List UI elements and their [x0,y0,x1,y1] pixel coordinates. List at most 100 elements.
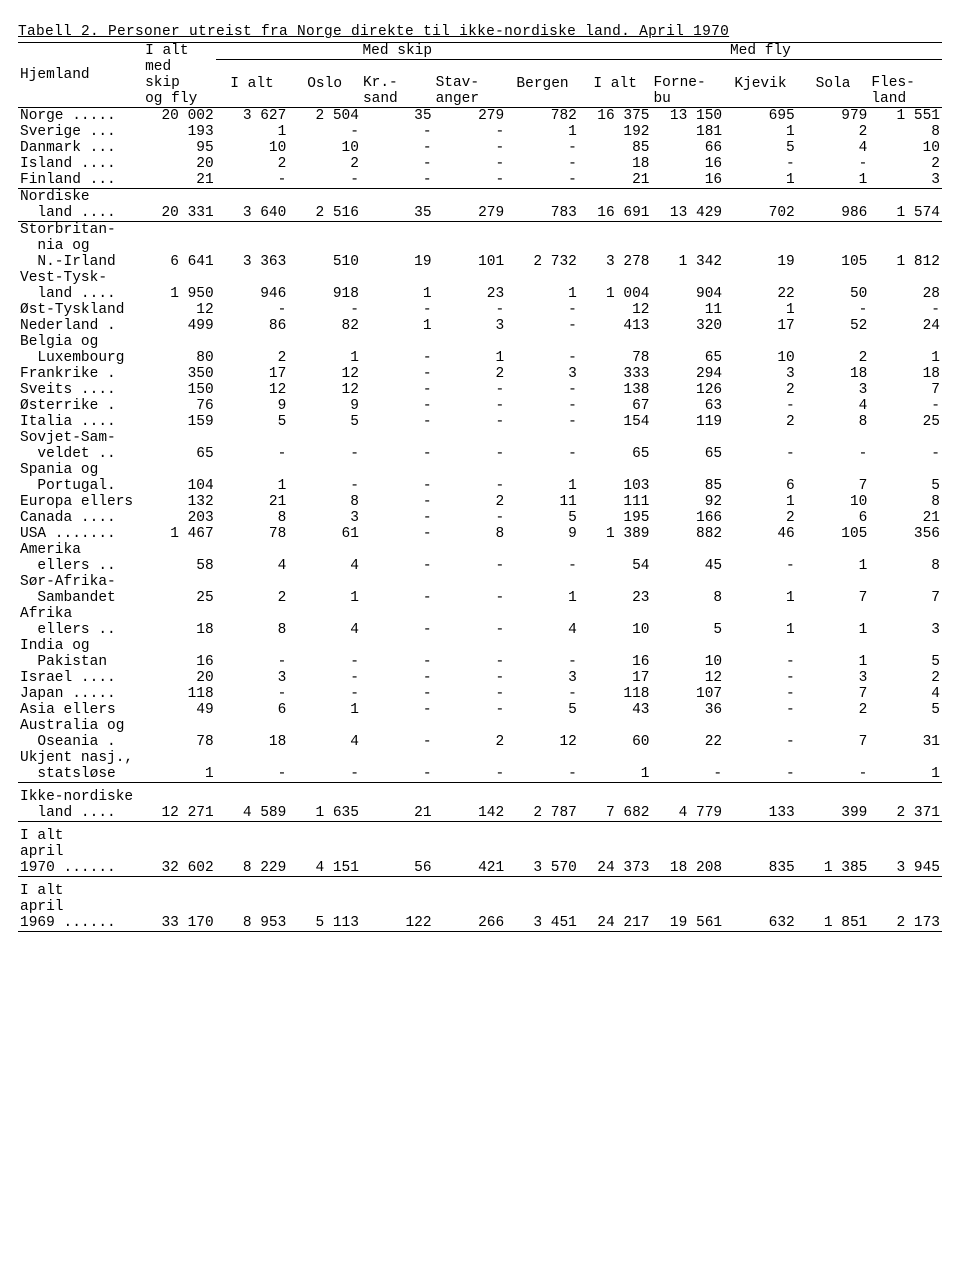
cell: 1 [506,478,579,494]
cell: 8 953 [216,915,289,932]
row-label: 1970 ...... [18,860,143,877]
cell: 8 [434,526,507,542]
cell: 82 [288,318,361,334]
cell: 279 [434,108,507,125]
cell: 7 [797,478,870,494]
table-row: I alt [18,828,942,844]
table-body: Norge .....20 0023 6272 5043527978216 37… [18,108,942,932]
cell: 142 [434,805,507,822]
cell: 111 [579,494,652,510]
cell: 10 [724,350,797,366]
cell: - [361,654,434,670]
cell: 16 [651,156,724,172]
cell: 2 [797,702,870,718]
cell: 138 [579,382,652,398]
row-label: Sovjet-Sam- [18,430,143,446]
cell: 16 [143,654,216,670]
table-row: ellers ..5844---5445-18 [18,558,942,574]
col-skip-stav: Stav- anger [434,60,507,108]
cell: 3 [869,622,942,638]
table-row: Sambandet2521--1238177 [18,590,942,606]
cell: 118 [143,686,216,702]
cell: 1 [724,494,797,510]
cell: 695 [724,108,797,125]
cell: 49 [143,702,216,718]
col-skip-ialt: I alt [216,60,289,108]
cell: 1 [724,172,797,189]
row-label: Ikke-nordiske [18,789,143,805]
cell: 632 [724,915,797,932]
cell: 2 [216,156,289,172]
table-row: Sverige ...1931---1192181128 [18,124,942,140]
cell: 78 [216,526,289,542]
table-row: veldet ..65-----6565--- [18,446,942,462]
cell: - [797,446,870,462]
cell: - [434,622,507,638]
cell: 20 331 [143,205,216,222]
table-row: nia og [18,238,942,254]
cell: 21 [579,172,652,189]
cell: 105 [797,526,870,542]
cell: 4 589 [216,805,289,822]
cell: 1 [797,622,870,638]
cell: 3 [869,172,942,189]
col-fly-flesland: Fles- land [869,60,942,108]
cell: 1 467 [143,526,216,542]
row-label: Sveits .... [18,382,143,398]
cell: - [216,446,289,462]
cell: - [288,302,361,318]
row-label: USA ....... [18,526,143,542]
cell: 24 [869,318,942,334]
cell: 12 [288,382,361,398]
cell: 3 [506,670,579,686]
row-label: N.-Irland [18,254,143,270]
cell: - [361,702,434,718]
cell: 2 173 [869,915,942,932]
cell: 20 [143,156,216,172]
cell: 1 [288,590,361,606]
table-row: Finland ...21-----2116113 [18,172,942,189]
row-label: Ukjent nasj., [18,750,143,766]
cell: 10 [579,622,652,638]
cell: - [651,766,724,783]
table-row: statsløse1-----1---1 [18,766,942,783]
table-row: Sør-Afrika- [18,574,942,590]
group-med-skip: Med skip [216,43,579,60]
row-label: Afrika [18,606,143,622]
cell: 1 [216,478,289,494]
cell: 7 [797,590,870,606]
cell: - [434,140,507,156]
cell: - [288,478,361,494]
cell: - [506,398,579,414]
cell: 22 [651,734,724,750]
row-label: Canada .... [18,510,143,526]
table-row: 1970 ......32 6028 2294 151564213 57024 … [18,860,942,877]
cell: 2 [434,734,507,750]
cell: 2 [869,156,942,172]
row-label: Vest-Tysk- [18,270,143,286]
col-ialt-total: I alt med skip og fly [143,43,216,108]
row-label: veldet .. [18,446,143,462]
row-label: land .... [18,286,143,302]
cell: 8 [651,590,724,606]
cell: 835 [724,860,797,877]
cell: 76 [143,398,216,414]
cell: 12 [143,302,216,318]
row-label: land .... [18,205,143,222]
row-label: Portugal. [18,478,143,494]
cell: 21 [216,494,289,510]
cell: 5 [288,414,361,430]
cell: - [434,510,507,526]
row-label: Østerrike . [18,398,143,414]
cell: 25 [143,590,216,606]
cell: 4 779 [651,805,724,822]
table-row: ellers ..1884--4105113 [18,622,942,638]
cell: 356 [869,526,942,542]
cell: 8 [216,622,289,638]
cell: 702 [724,205,797,222]
table-row: Israel ....203---31712-32 [18,670,942,686]
table-row: april [18,899,942,915]
row-label: Finland ... [18,172,143,189]
cell: 3 278 [579,254,652,270]
cell: 126 [651,382,724,398]
